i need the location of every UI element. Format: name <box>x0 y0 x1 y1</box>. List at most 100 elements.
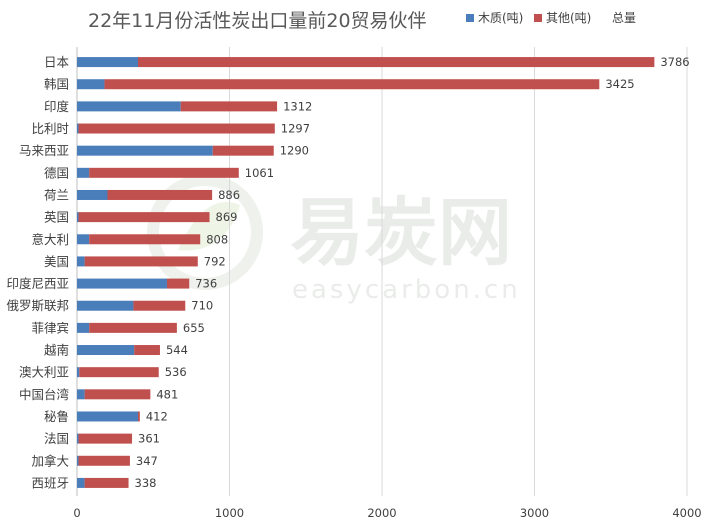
value-axis: 0 1000 2000 3000 4000 <box>73 506 701 520</box>
bar-segment-wood <box>77 411 138 422</box>
bar-segment-other <box>84 256 198 267</box>
watermark-logo-ring <box>147 174 263 290</box>
bar-segment-wood <box>77 189 108 200</box>
total-label: 361 <box>138 432 160 446</box>
watermark-subtext: easycarbon.cn <box>292 275 521 305</box>
bar-segment-other <box>180 101 278 112</box>
total-label: 1061 <box>245 166 274 180</box>
x-tick-label: 0 <box>73 506 80 520</box>
bar-segment-other <box>134 345 160 356</box>
category-label: 加拿大 <box>31 453 69 468</box>
total-label: 1290 <box>280 144 309 158</box>
bar-segment-other <box>78 433 133 444</box>
total-label: 808 <box>206 232 228 246</box>
chart-title: 22年11月份活性炭出口量前20贸易伙伴 <box>88 10 427 32</box>
total-label: 736 <box>195 277 217 291</box>
gridlines <box>76 47 688 496</box>
total-label: 886 <box>218 188 240 202</box>
bar-segment-other <box>78 455 130 466</box>
bar-segment-other <box>84 389 151 400</box>
bar-segment-wood <box>77 367 80 378</box>
bar-segment-wood <box>77 300 134 311</box>
bar-segment-other <box>78 212 210 223</box>
total-label: 1297 <box>281 122 310 136</box>
category-label: 西班牙 <box>31 475 69 490</box>
category-label: 比利时 <box>31 121 69 136</box>
bar-segment-other <box>89 167 239 178</box>
bar-segment-wood <box>77 256 85 267</box>
total-label: 792 <box>204 254 226 268</box>
bar-segment-other <box>138 57 655 68</box>
bar-segment-other <box>89 322 177 333</box>
total-label: 3786 <box>660 55 689 69</box>
total-label: 412 <box>146 409 168 423</box>
category-label: 德国 <box>44 165 69 180</box>
legend-label-wood: 木质(吨) <box>478 11 523 25</box>
category-label: 俄罗斯联邦 <box>6 298 69 313</box>
legend-swatch-wood <box>466 14 474 22</box>
total-label: 536 <box>165 365 187 379</box>
bar-segment-other <box>138 411 140 422</box>
x-tick-label: 2000 <box>367 506 396 520</box>
bar-segment-other <box>79 367 159 378</box>
legend-label-other: 其他(吨) <box>546 11 591 25</box>
total-label: 3425 <box>605 77 634 91</box>
bar-segment-wood <box>77 455 79 466</box>
x-tick-label: 3000 <box>520 506 549 520</box>
category-label: 秘鲁 <box>44 409 69 424</box>
total-label: 710 <box>191 299 213 313</box>
category-label: 法国 <box>44 431 69 446</box>
total-label: 338 <box>135 476 157 490</box>
bar-segment-wood <box>77 234 90 245</box>
legend-label-total: 总量 <box>612 11 636 25</box>
x-tick-label: 1000 <box>215 506 244 520</box>
bar-segment-other <box>212 145 274 156</box>
bar-segment-other <box>78 123 275 134</box>
category-label: 印度 <box>44 99 70 114</box>
category-label: 韩国 <box>44 77 69 92</box>
category-label: 越南 <box>44 343 69 358</box>
total-label: 1312 <box>283 99 312 113</box>
total-label: 481 <box>156 387 178 401</box>
total-label: 347 <box>136 454 158 468</box>
bar-segment-other <box>104 79 600 90</box>
category-label: 英国 <box>44 210 69 225</box>
total-label: 655 <box>183 321 205 335</box>
category-axis: 日本韩国印度比利时马来西亚德国荷兰英国意大利美国印度尼西亚俄罗斯联邦菲律宾越南澳… <box>6 55 69 491</box>
category-label: 意大利 <box>31 232 69 247</box>
bar-segment-wood <box>77 322 90 333</box>
bar-segment-wood <box>77 79 105 90</box>
total-label: 869 <box>216 210 238 224</box>
total-label: 544 <box>166 343 188 357</box>
data-labels: 3786 3425 1312 1297 1290 1061 886 869 808 792 736 7… <box>135 55 690 490</box>
bar-segment-wood <box>77 278 167 289</box>
category-label: 澳大利亚 <box>19 365 69 380</box>
bar-segment-wood <box>77 145 213 156</box>
bar-segment-wood <box>77 389 85 400</box>
category-label: 马来西亚 <box>19 143 69 158</box>
legend-swatch-other <box>534 14 542 22</box>
bar-segment-wood <box>77 212 79 223</box>
bar-segment-wood <box>77 477 85 488</box>
bar-segment-other <box>89 234 201 245</box>
bar-segment-wood <box>77 123 79 134</box>
category-label: 中国台湾 <box>19 387 69 402</box>
bar-segment-wood <box>77 101 181 112</box>
legend: 木质(吨) 其他(吨) 总量 <box>466 11 636 25</box>
bars <box>77 57 655 488</box>
bar-segment-wood <box>77 345 135 356</box>
bar-segment-wood <box>77 167 90 178</box>
x-tick-label: 4000 <box>672 506 701 520</box>
bar-segment-other <box>133 300 186 311</box>
category-label: 印度尼西亚 <box>6 276 69 291</box>
bar-segment-other <box>107 189 213 200</box>
watermark-text: 易炭网 <box>290 190 512 276</box>
category-label: 日本 <box>44 55 70 70</box>
bar-segment-wood <box>77 433 79 444</box>
bar-segment-other <box>84 477 129 488</box>
category-label: 荷兰 <box>44 187 69 202</box>
category-label: 美国 <box>44 254 69 269</box>
bar-segment-wood <box>77 57 138 68</box>
bar-segment-other <box>166 278 190 289</box>
